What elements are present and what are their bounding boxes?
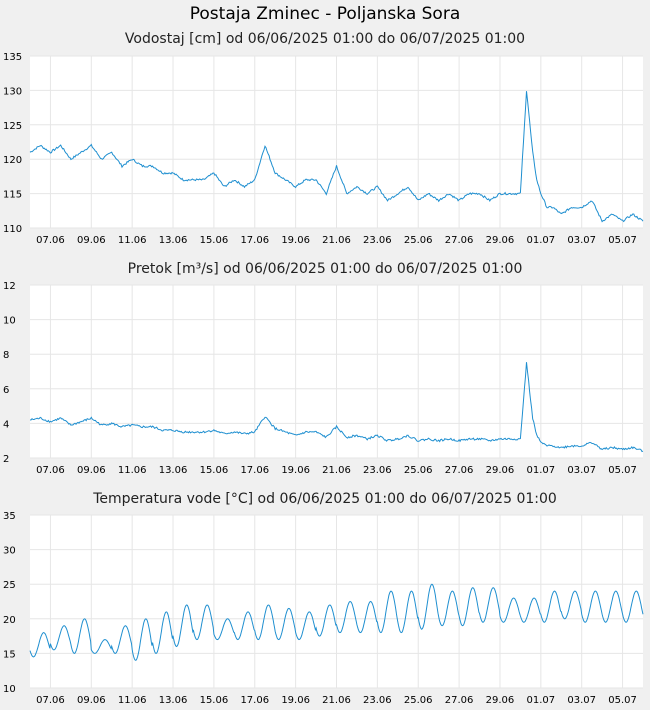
y-tick-label: 130: [3, 86, 22, 97]
x-tick-label: 21.06: [322, 695, 351, 706]
x-tick-label: 03.07: [567, 695, 596, 706]
x-tick-label: 01.07: [527, 465, 556, 476]
x-tick-label: 27.06: [445, 695, 474, 706]
x-tick-label: 17.06: [240, 695, 269, 706]
x-tick-label: 23.06: [363, 465, 392, 476]
x-tick-label: 11.06: [118, 235, 147, 246]
x-tick-label: 19.06: [281, 465, 310, 476]
chart-2-title: Pretok [m³/s] od 06/06/2025 01:00 do 06/…: [127, 261, 523, 277]
x-tick-label: 01.07: [527, 695, 556, 706]
x-tick-label: 15.06: [200, 235, 229, 246]
x-tick-label: 29.06: [486, 235, 515, 246]
chart-water-level: 110 115 120 125 130 135 07.06 09.06 11.06 13.06 15…: [3, 52, 644, 246]
chart-1-title: Vodostaj [cm] od 06/06/2025 01:00 do 06/…: [124, 31, 526, 47]
x-tick-label: 27.06: [445, 235, 474, 246]
x-tick-label: 11.06: [118, 695, 147, 706]
chart-3-title: Temperatura vode [°C] od 06/06/2025 01:0…: [93, 491, 557, 507]
y-tick-label: 15: [3, 649, 16, 660]
x-tick-label: 25.06: [404, 235, 433, 246]
y-tick-label: 2: [3, 454, 9, 465]
chart-discharge: 2 4 6 8 10 12 07.06 09.06 11.06 13.06 15.06 17.06 19…: [3, 281, 644, 476]
x-tick-label: 19.06: [281, 235, 310, 246]
x-tick-label: 07.06: [36, 695, 65, 706]
y-tick-label: 10: [3, 684, 16, 695]
x-tick-label: 17.06: [240, 235, 269, 246]
x-tick-label: 09.06: [77, 235, 106, 246]
y-tick-label: 6: [3, 385, 9, 396]
y-tick-label: 10: [3, 316, 16, 327]
y-tick-label: 25: [3, 580, 16, 591]
x-tick-label: 05.07: [608, 695, 637, 706]
x-tick-label: 13.06: [159, 695, 188, 706]
x-tick-label: 21.06: [322, 465, 351, 476]
x-tick-label: 15.06: [200, 695, 229, 706]
y-tick-label: 35: [3, 511, 16, 522]
x-tick-label: 23.06: [363, 235, 392, 246]
x-tick-label: 29.06: [486, 695, 515, 706]
y-tick-label: 110: [3, 224, 22, 235]
x-tick-label: 23.06: [363, 695, 392, 706]
x-tick-label: 05.07: [608, 465, 637, 476]
y-tick-label: 115: [3, 190, 22, 201]
y-tick-label: 125: [3, 121, 22, 132]
x-tick-label: 09.06: [77, 465, 106, 476]
y-tick-label: 8: [3, 350, 9, 361]
x-tick-label: 01.07: [527, 235, 556, 246]
y-tick-label: 120: [3, 155, 22, 166]
x-tick-label: 07.06: [36, 465, 65, 476]
x-tick-label: 25.06: [404, 465, 433, 476]
y-tick-label: 12: [3, 281, 16, 292]
x-tick-label: 09.06: [77, 695, 106, 706]
x-tick-label: 13.06: [159, 235, 188, 246]
page-title: Postaja Zminec - Poljanska Sora: [189, 4, 461, 24]
series-line: [29, 91, 644, 223]
series-line: [29, 583, 644, 661]
y-tick-label: 135: [3, 52, 22, 63]
x-tick-label: 13.06: [159, 465, 188, 476]
x-tick-label: 11.06: [118, 465, 147, 476]
x-tick-label: 05.07: [608, 235, 637, 246]
y-tick-label: 20: [3, 615, 16, 626]
x-tick-label: 15.06: [200, 465, 229, 476]
x-tick-label: 17.06: [240, 465, 269, 476]
x-tick-label: 03.07: [567, 235, 596, 246]
y-tick-label: 4: [3, 419, 9, 430]
x-tick-label: 03.07: [567, 465, 596, 476]
y-tick-label: 30: [3, 546, 16, 557]
x-tick-label: 29.06: [486, 465, 515, 476]
x-tick-label: 19.06: [281, 695, 310, 706]
series-line: [29, 362, 644, 453]
x-tick-label: 25.06: [404, 695, 433, 706]
x-tick-label: 21.06: [322, 235, 351, 246]
x-tick-label: 07.06: [36, 235, 65, 246]
x-tick-label: 27.06: [445, 465, 474, 476]
